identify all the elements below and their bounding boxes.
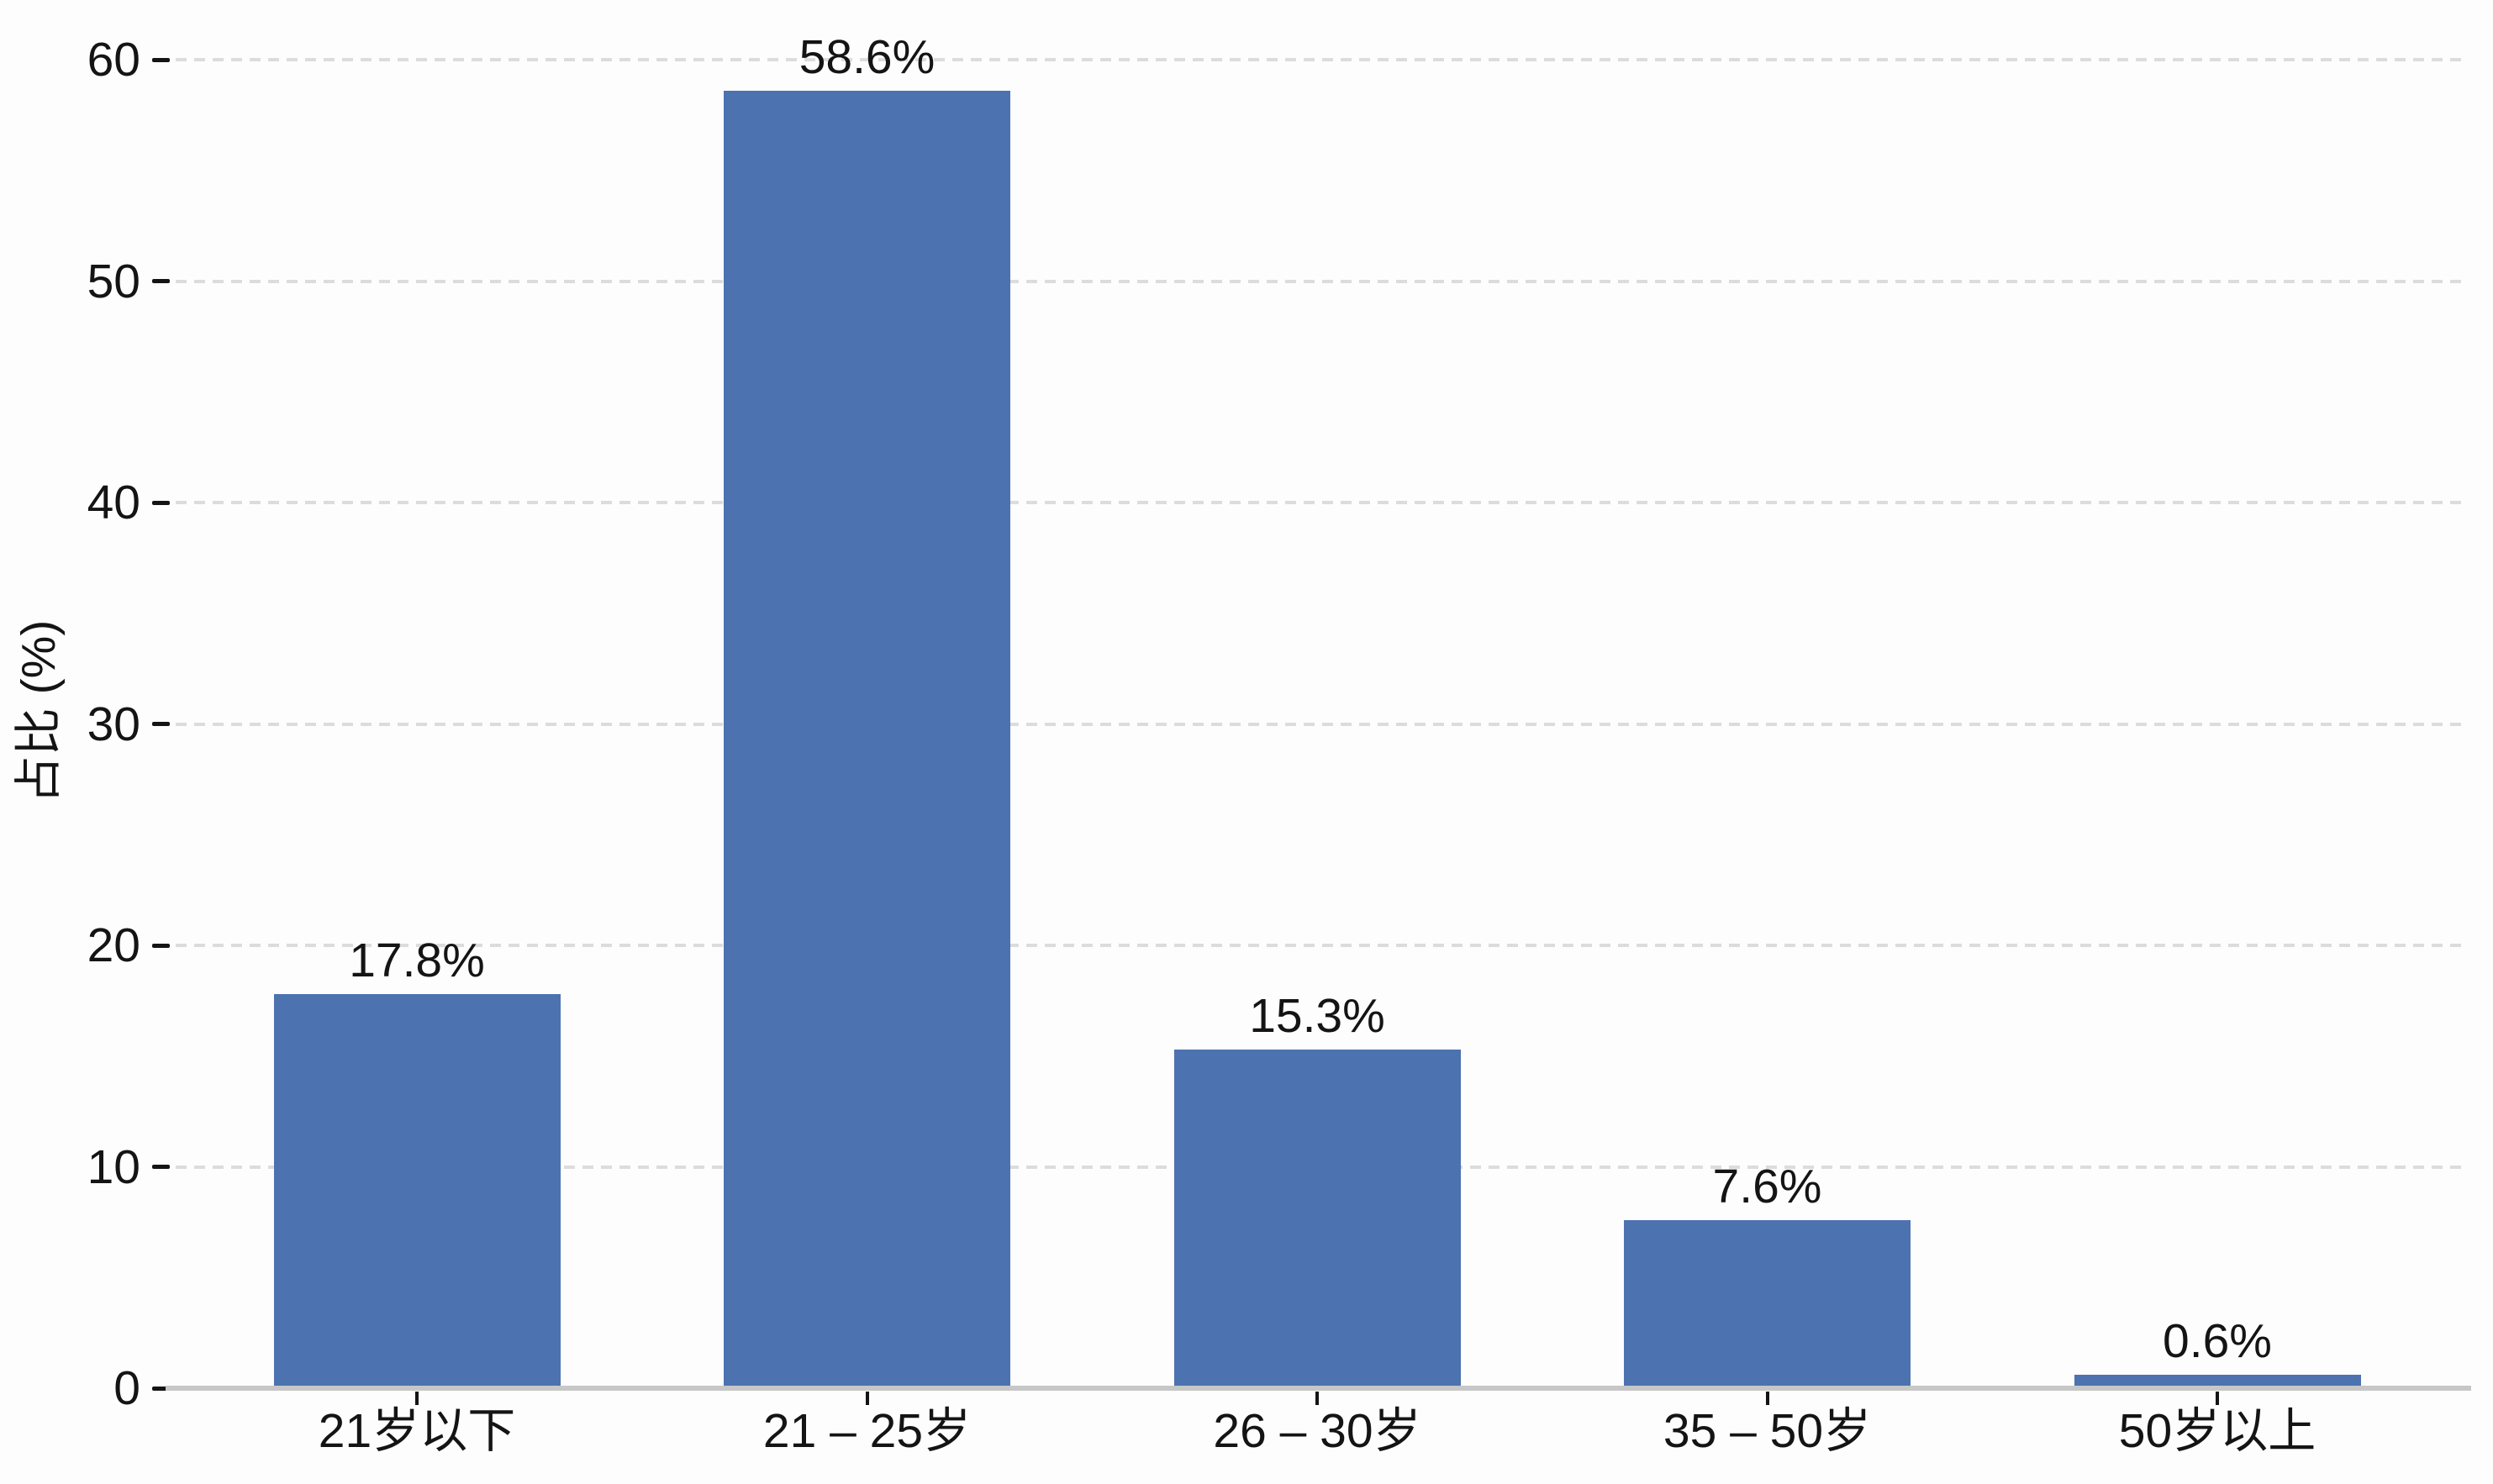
x-tick-label: 35 – 50岁 (1663, 1404, 1872, 1458)
y-tick-mark (152, 722, 170, 726)
y-tick-label: 0 (113, 1361, 140, 1415)
y-tick-label: 40 (87, 476, 140, 529)
bar (273, 993, 561, 1388)
y-tick-mark (152, 500, 170, 505)
x-tick-mark (2216, 1392, 2219, 1405)
y-tick-mark (152, 57, 170, 62)
x-tick-label: 26 – 30岁 (1213, 1404, 1421, 1458)
y-tick-label: 10 (87, 1139, 140, 1194)
bar-value-label: 17.8% (349, 933, 485, 987)
x-axis-line (166, 1386, 2471, 1391)
x-tick-mark (1315, 1392, 1319, 1405)
bar (2074, 1375, 2361, 1388)
y-tick-label: 20 (87, 918, 140, 972)
y-tick-label: 50 (87, 254, 140, 308)
gridline (176, 279, 2467, 283)
y-tick-mark (152, 943, 170, 948)
bar (724, 90, 1010, 1388)
gridline (176, 58, 2467, 61)
bar (1173, 1049, 1461, 1388)
bar-value-label: 15.3% (1249, 988, 1385, 1043)
bar-value-label: 0.6% (2163, 1314, 2272, 1369)
gridline (176, 944, 2467, 947)
y-tick-mark (152, 1165, 170, 1169)
x-tick-label: 50岁以上 (2118, 1404, 2316, 1458)
bar (1624, 1219, 1911, 1388)
y-tick-label: 60 (87, 33, 140, 87)
bar-value-label: 58.6% (798, 29, 936, 84)
bar-value-label: 7.6% (1712, 1159, 1822, 1213)
x-tick-label: 21岁以下 (318, 1404, 516, 1458)
y-tick-mark (152, 279, 170, 283)
gridline (176, 501, 2467, 504)
x-tick-mark (415, 1392, 419, 1405)
x-tick-mark (865, 1392, 869, 1405)
y-tick-mark (152, 1386, 170, 1391)
x-tick-label: 21 – 25岁 (762, 1404, 972, 1458)
gridline (176, 722, 2467, 726)
y-tick-label: 30 (87, 697, 140, 751)
x-tick-mark (1765, 1392, 1769, 1405)
